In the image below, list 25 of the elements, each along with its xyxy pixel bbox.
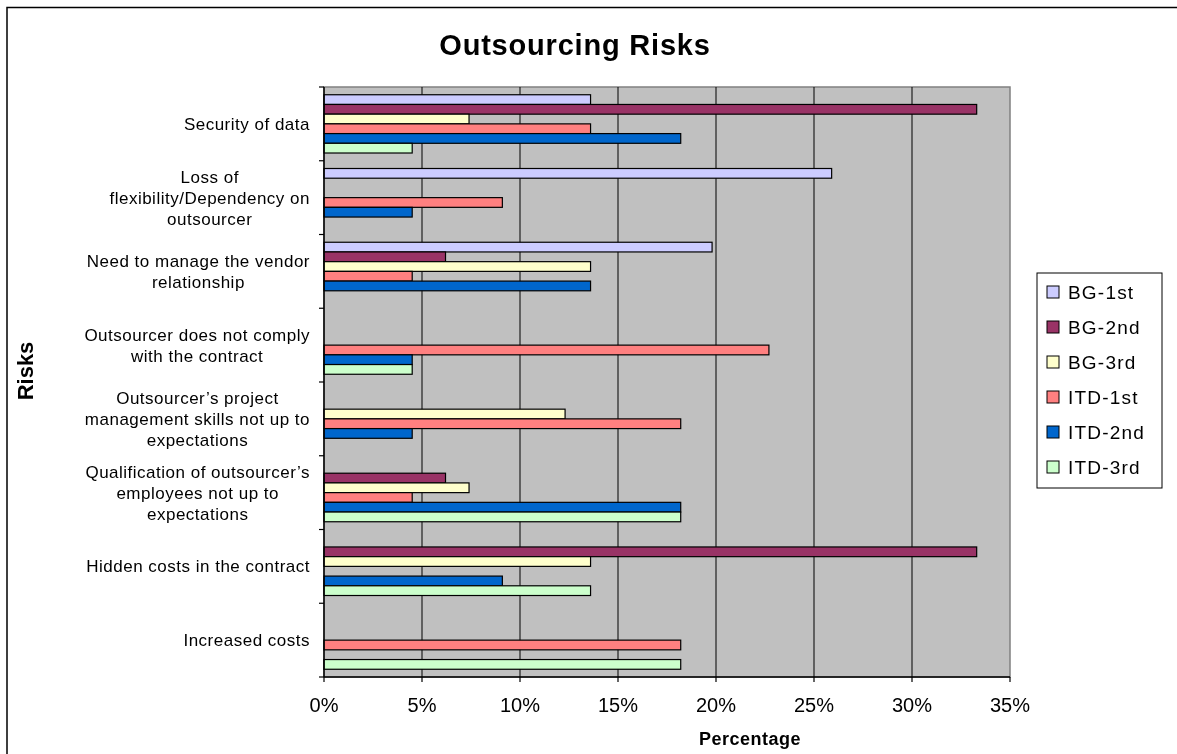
y-tick-label: Hidden costs in the contract: [86, 557, 310, 577]
legend-label: BG-1st: [1068, 282, 1135, 303]
y-tick-label: Security of data: [183, 114, 311, 134]
y-tick-label: Loss of flexibility/Dependency on outsourcer: [109, 167, 310, 229]
y-axis-title: Risks: [13, 341, 38, 401]
y-tick-label: Outsourcer does not comply with the contract: [84, 325, 310, 366]
x-tick-label: 20%: [695, 694, 737, 716]
y-tick-label: Qualification of outsourcer’s employees not up to expectations: [85, 462, 310, 524]
x-tick-label: 35%: [989, 694, 1031, 716]
legend-label: BG-3rd: [1068, 352, 1137, 373]
y-tick-label: Increased costs: [183, 631, 310, 651]
x-tick-label: 25%: [793, 694, 835, 716]
y-tick-label: Outsourcer’s project management skills not up to expectations: [84, 388, 310, 450]
x-axis-title: Percentage: [698, 729, 802, 749]
chart-title: Outsourcing Risks: [439, 29, 711, 61]
legend-label: BG-2nd: [1068, 317, 1141, 338]
legend-label: ITD-2nd: [1068, 422, 1146, 443]
y-tick-label: Need to manage the vendor relationship: [86, 251, 310, 292]
legend-label: ITD-3rd: [1068, 457, 1141, 478]
x-tick-label: 5%: [407, 694, 437, 716]
legend-label: ITD-1st: [1068, 387, 1139, 408]
x-tick-label: 30%: [891, 694, 933, 716]
x-tick-label: 10%: [499, 694, 541, 716]
x-tick-label: 0%: [309, 694, 339, 716]
x-tick-label: 15%: [597, 694, 639, 716]
